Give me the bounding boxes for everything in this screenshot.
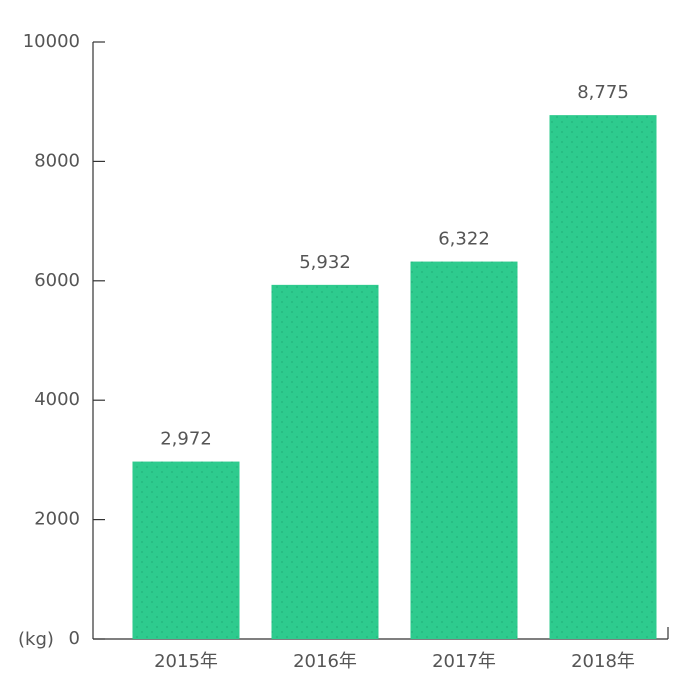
y-tick-label: 8000 [34, 150, 80, 171]
x-tick-label: 2017年 [432, 651, 496, 672]
y-tick-label: 2000 [34, 509, 80, 530]
y-tick-label: 10000 [23, 31, 80, 52]
bar-texture [410, 261, 518, 639]
bar-texture [271, 284, 379, 639]
bar-texture [132, 461, 240, 639]
y-tick-label: 4000 [34, 389, 80, 410]
value-label: 8,775 [577, 82, 629, 103]
value-label: 5,932 [299, 252, 351, 273]
value-label: 2,972 [160, 429, 212, 450]
x-tick-label: 2016年 [293, 651, 357, 672]
x-tick-label: 2015年 [154, 651, 218, 672]
y-tick-label: 6000 [34, 270, 80, 291]
y-tick-label: 0 [69, 628, 80, 649]
y-unit: (kg) [18, 629, 54, 650]
x-tick-label: 2018年 [571, 651, 635, 672]
value-label: 6,322 [438, 229, 490, 250]
bar-texture [549, 115, 657, 639]
